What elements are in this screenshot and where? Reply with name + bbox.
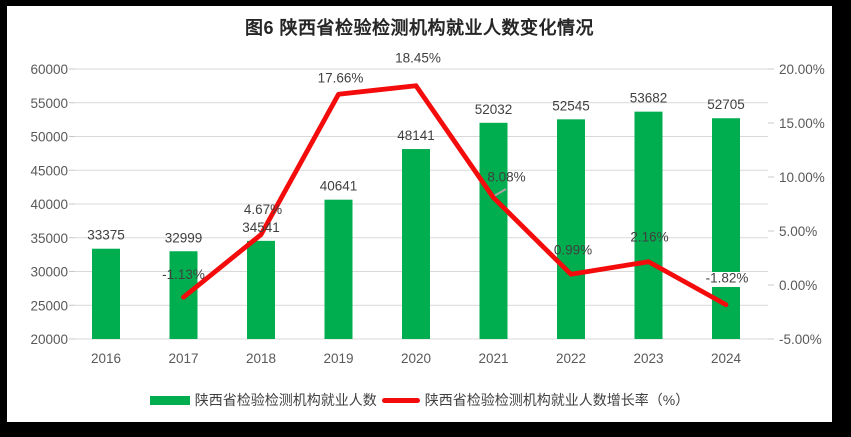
bar-value-label: 48141 [397,128,435,143]
x-axis-year-label: 2017 [168,351,198,366]
left-axis-tick-label: 50000 [30,130,68,145]
legend-line-series-label: 陕西省检验检测机构就业人数增长率（%） [424,392,690,408]
bar-value-label: 34541 [242,220,280,235]
left-axis-tick-label: 45000 [30,163,68,178]
line-value-label: 2.16% [630,230,668,245]
legend-bar-swatch [149,395,190,405]
line-value-label: 8.08% [487,170,525,185]
x-axis-year-label: 2021 [478,351,508,366]
bar-2018 [247,240,275,339]
growth-rate-line [181,83,729,308]
chart-title: 图6 陕西省检验检测机构就业人数变化情况 [244,18,594,38]
left-axis-tick-label: 25000 [30,298,68,313]
line-value-label: 0.99% [554,242,592,257]
right-axis-tick-label: 0.00% [779,278,817,293]
line-value-label: 18.45% [395,51,441,66]
line-value-label: 4.67% [244,202,282,217]
x-axis-year-label: 2022 [556,351,586,366]
bar-value-label: 52545 [552,98,590,113]
line-value-label: -1.13% [162,267,205,282]
left-axis-tick-label: 20000 [30,332,68,347]
left-axis-tick-label: 60000 [30,62,68,77]
x-axis-year-label: 2016 [91,351,121,366]
left-axis-tick-label: 55000 [30,96,68,111]
bar-2016 [92,248,120,339]
legend-line-swatch [381,397,420,403]
bar-value-label: 40641 [320,179,358,194]
x-axis-year-label: 2019 [323,351,353,366]
bar-value-label: 53682 [630,91,668,106]
right-axis-tick-label: 10.00% [779,170,825,185]
line-value-label: 17.66% [318,70,364,85]
right-axis-tick-label: 15.00% [779,116,825,131]
bar-2021 [479,122,508,339]
bar-2022 [557,119,585,339]
bar-2023 [634,111,663,339]
bar-value-label: 33375 [87,228,125,243]
right-axis-tick-label: -5.00% [779,332,822,347]
chart-legend: 陕西省检验检测机构就业人数 陕西省检验检测机构就业人数增长率（%） [7,390,832,410]
left-axis-tick-label: 30000 [30,265,68,280]
right-axis-tick-label: 5.00% [779,224,817,239]
line-label-backing [702,272,754,287]
x-axis-year-label: 2020 [401,351,431,366]
line-value-label: -1.82% [706,271,749,286]
combo-chart-plot: 20000 25000 30000 35000 40000 45000 50000 55000… [30,51,825,366]
label-leader-line [493,188,507,197]
bar-value-label: 52032 [475,102,513,117]
right-axis-tick-label: 20.00% [779,62,825,77]
bar-2019 [324,199,353,339]
left-axis-tick-label: 40000 [30,197,68,212]
bar-value-label: 52705 [707,97,745,112]
bar-value-label: 32999 [165,230,203,245]
legend-bar-series-label: 陕西省检验检测机构就业人数 [194,392,377,408]
x-axis-year-label: 2023 [633,351,663,366]
bar-2020 [402,149,430,339]
x-axis-year-label: 2024 [711,351,742,366]
chart-panel: 图6 陕西省检验检测机构就业人数变化情况 20000 25000 30000 3500… [7,6,832,422]
left-axis-tick-label: 35000 [30,231,68,246]
x-axis-year-label: 2018 [246,351,276,366]
